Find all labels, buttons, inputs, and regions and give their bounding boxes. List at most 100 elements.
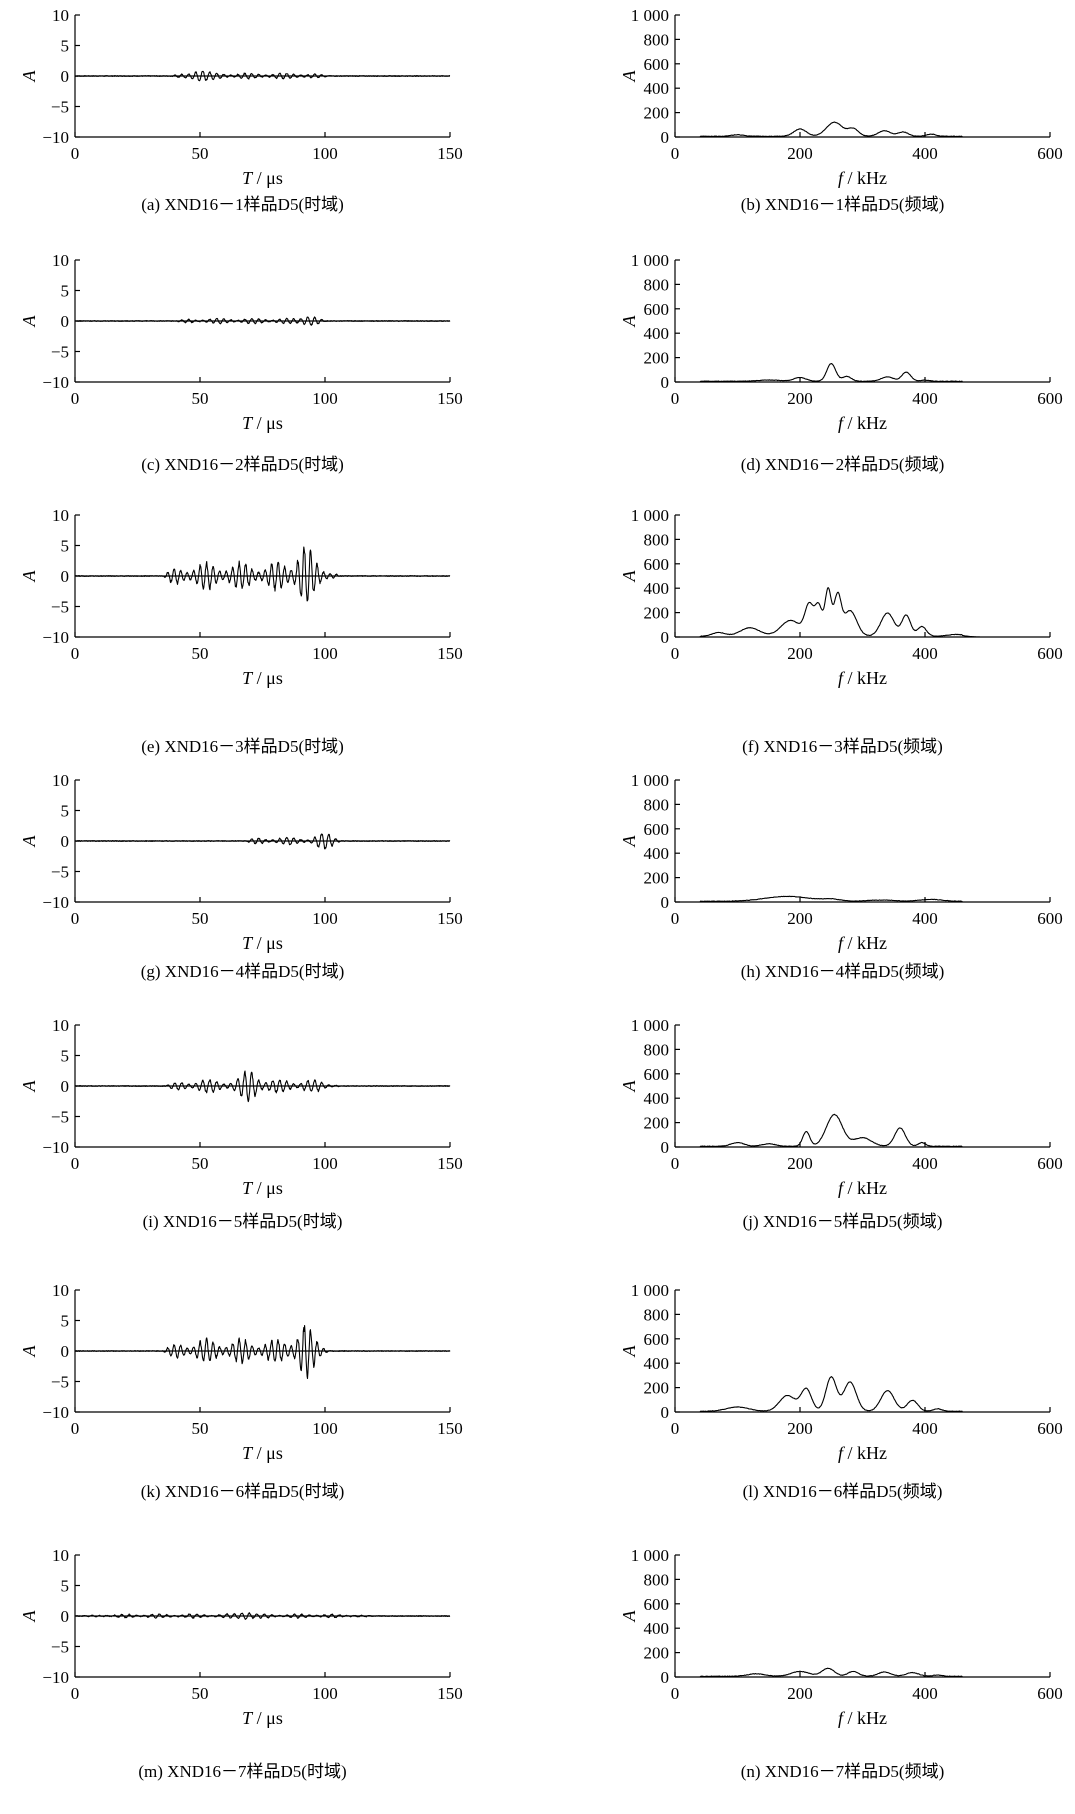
- x-tick-label: 0: [671, 144, 680, 163]
- panel-j: 1 000 800 600 400 200 00 200 400 600 Af / kHz (j) …: [619, 1016, 1063, 1231]
- y-tick-label: 400: [644, 579, 670, 598]
- x-axis-label: T / μs: [242, 668, 283, 688]
- x-tick-label: 400: [912, 1154, 938, 1173]
- frequency-spectrum-curve: [675, 1667, 1050, 1678]
- y-tick-label: 1 000: [631, 6, 669, 25]
- x-axis-unit: / kHz: [843, 1178, 887, 1198]
- y-tick-label: −10: [42, 1138, 69, 1157]
- x-axis-unit: / kHz: [843, 1443, 887, 1463]
- frequency-spectrum-curve: [675, 362, 1050, 383]
- x-axis-unit: / μs: [252, 413, 283, 433]
- panel-caption: (b) XND16－1样品D5(频域): [741, 195, 945, 214]
- y-tick-label: 800: [644, 1305, 670, 1324]
- y-tick-label: 600: [644, 1595, 670, 1614]
- y-tick-label: −10: [42, 1403, 69, 1422]
- x-tick-label: 50: [192, 909, 209, 928]
- x-axis-label: f / kHz: [838, 1178, 887, 1198]
- y-tick-label: 0: [661, 628, 670, 647]
- x-tick-label: 0: [71, 1154, 80, 1173]
- x-tick-label: 600: [1037, 644, 1063, 663]
- y-tick-label: 200: [644, 1114, 670, 1133]
- x-tick-label: 600: [1037, 389, 1063, 408]
- y-axis-label: A: [619, 570, 639, 583]
- x-tick-label: 400: [912, 389, 938, 408]
- x-tick-label: 400: [912, 144, 938, 163]
- x-tick-label: 50: [192, 389, 209, 408]
- x-axis-variable: T: [242, 933, 254, 953]
- x-tick-label: 0: [671, 1154, 680, 1173]
- x-tick-label: 600: [1037, 144, 1063, 163]
- y-tick-label: 400: [644, 844, 670, 863]
- y-tick-label: 10: [52, 1546, 69, 1565]
- x-axis-label: f / kHz: [838, 1708, 887, 1728]
- panel-caption: (k) XND16－6样品D5(时域): [141, 1482, 345, 1501]
- y-tick-label: 600: [644, 300, 670, 319]
- y-tick-label: 0: [61, 832, 70, 851]
- y-tick-label: −10: [42, 1668, 69, 1687]
- x-tick-label: 600: [1037, 909, 1063, 928]
- x-axis-variable: f: [838, 668, 846, 688]
- x-axis-variable: f: [838, 1178, 846, 1198]
- time-domain-waveform: [74, 70, 451, 82]
- y-axis-label: A: [19, 835, 39, 848]
- y-tick-label: 800: [644, 275, 670, 294]
- y-axis-label: A: [619, 1080, 639, 1093]
- x-tick-label: 0: [671, 1419, 680, 1438]
- x-tick-label: 0: [671, 909, 680, 928]
- x-tick-label: 100: [312, 389, 338, 408]
- x-axis-label: f / kHz: [838, 413, 887, 433]
- frequency-spectrum-curve: [675, 587, 1050, 638]
- x-tick-label: 100: [312, 1419, 338, 1438]
- panel-caption: (n) XND16－7样品D5(频域): [741, 1762, 945, 1781]
- y-axis-label: A: [19, 1610, 39, 1623]
- y-tick-label: −5: [51, 1108, 69, 1127]
- y-tick-label: 0: [61, 1607, 70, 1626]
- x-axis-unit: / μs: [252, 668, 283, 688]
- y-tick-label: 0: [61, 1342, 70, 1361]
- x-tick-label: 150: [437, 1684, 463, 1703]
- y-axis-label: A: [619, 1610, 639, 1623]
- x-axis-variable: T: [242, 1708, 254, 1728]
- x-tick-label: 600: [1037, 1419, 1063, 1438]
- x-axis-variable: f: [838, 168, 846, 188]
- y-tick-label: 5: [61, 37, 70, 56]
- y-tick-label: 800: [644, 530, 670, 549]
- panel-caption: (l) XND16－6样品D5(频域): [743, 1482, 943, 1501]
- y-tick-label: 5: [61, 1047, 70, 1066]
- y-tick-label: 400: [644, 1354, 670, 1373]
- x-tick-label: 0: [71, 644, 80, 663]
- y-axis-label: A: [619, 315, 639, 328]
- y-tick-label: 0: [61, 312, 70, 331]
- x-axis-variable: f: [838, 1443, 846, 1463]
- y-tick-label: 400: [644, 79, 670, 98]
- x-tick-label: 400: [912, 1684, 938, 1703]
- x-axis-label: f / kHz: [838, 668, 887, 688]
- x-axis-unit: / μs: [252, 168, 283, 188]
- y-tick-label: 10: [52, 251, 69, 270]
- x-tick-label: 200: [787, 909, 813, 928]
- y-tick-label: 600: [644, 820, 670, 839]
- x-tick-label: 150: [437, 644, 463, 663]
- x-axis-unit: / kHz: [843, 1708, 887, 1728]
- y-tick-label: 800: [644, 30, 670, 49]
- x-axis-variable: T: [242, 668, 254, 688]
- x-axis-variable: f: [838, 933, 846, 953]
- y-tick-label: 1 000: [631, 506, 669, 525]
- x-tick-label: 100: [312, 144, 338, 163]
- y-tick-label: −5: [51, 343, 69, 362]
- y-tick-label: 5: [61, 282, 70, 301]
- x-tick-label: 100: [312, 1154, 338, 1173]
- frequency-spectrum-curve: [675, 1113, 1050, 1148]
- x-tick-label: 0: [71, 144, 80, 163]
- x-tick-label: 200: [787, 389, 813, 408]
- x-axis-label: T / μs: [242, 1708, 283, 1728]
- y-tick-label: 1 000: [631, 1016, 669, 1035]
- x-axis-unit: / μs: [252, 933, 283, 953]
- panel-caption: (m) XND16－7样品D5(时域): [138, 1762, 346, 1781]
- y-tick-label: 5: [61, 802, 70, 821]
